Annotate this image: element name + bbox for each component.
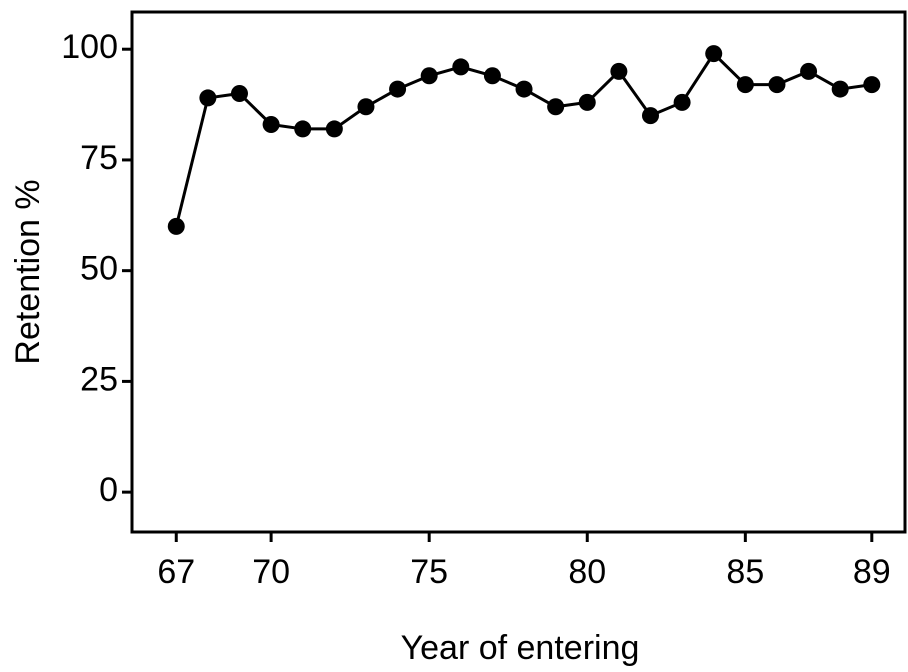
y-axis-label: Retention %	[9, 179, 47, 364]
x-tick-label: 85	[726, 553, 764, 591]
y-tick-label: 50	[80, 250, 118, 288]
line	[174, 51, 873, 227]
point	[167, 217, 185, 235]
point	[452, 58, 470, 76]
point	[610, 62, 628, 80]
point	[294, 120, 312, 138]
x-axis-label: Year of entering	[401, 629, 640, 667]
x-tick-label: 75	[410, 553, 448, 591]
x-tick-label: 80	[568, 553, 606, 591]
x-tick-label: 67	[157, 553, 195, 591]
point	[325, 120, 343, 138]
point	[831, 80, 849, 98]
point	[705, 45, 723, 63]
x-tick-label: 89	[853, 553, 891, 591]
point	[199, 89, 217, 107]
y-tick-label: 100	[61, 28, 118, 66]
y-tick-label: 75	[80, 139, 118, 177]
point	[420, 67, 438, 85]
point	[389, 80, 407, 98]
point	[515, 80, 533, 98]
point	[547, 98, 565, 116]
point	[262, 116, 280, 134]
point	[578, 93, 596, 111]
point	[736, 76, 754, 94]
point	[863, 76, 881, 94]
point	[230, 84, 248, 102]
point	[641, 107, 659, 125]
point	[483, 67, 501, 85]
point	[768, 76, 786, 94]
point	[357, 98, 375, 116]
point	[800, 62, 818, 80]
x-tick-label: 70	[252, 553, 290, 591]
point	[673, 93, 691, 111]
y-tick-label: 25	[80, 360, 118, 398]
y-tick-label: 0	[99, 471, 118, 509]
